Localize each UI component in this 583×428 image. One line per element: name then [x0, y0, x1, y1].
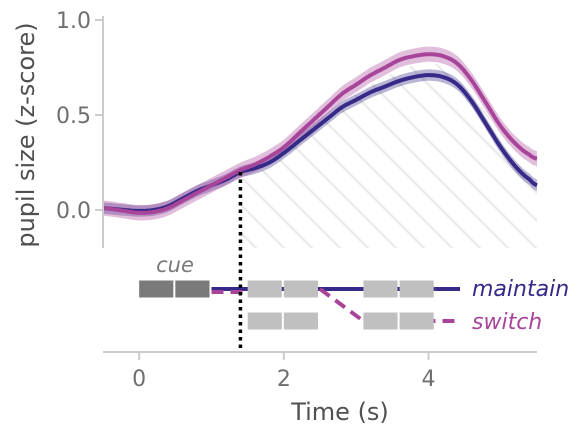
hatch-line — [240, 63, 537, 249]
hatch-line — [240, 63, 369, 249]
y-axis-label: pupil size (z-score) — [12, 22, 40, 247]
y-tick-label: 0.0 — [56, 199, 91, 224]
maintain-box — [283, 280, 318, 298]
switch-box — [283, 312, 318, 330]
legend-label-maintain: maintain — [472, 277, 569, 302]
hatch-line — [240, 63, 481, 249]
hatch-line — [287, 63, 537, 249]
band-switch — [103, 46, 537, 221]
hatch-line — [455, 63, 537, 249]
hatch-line — [240, 63, 341, 249]
maintain-box — [399, 280, 434, 298]
cue-box — [175, 280, 210, 298]
hatch-line — [568, 0, 583, 360]
switch-box — [363, 312, 398, 330]
hatch-line — [240, 63, 453, 249]
band-maintain — [103, 69, 537, 217]
maintain-box — [363, 280, 398, 298]
y-tick-label: 0.5 — [56, 104, 91, 129]
y-tick-label: 1.0 — [56, 9, 91, 34]
cue-label: cue — [156, 253, 194, 277]
maintain-box — [247, 280, 282, 298]
hatch-line — [240, 63, 425, 249]
confidence-bands — [103, 46, 537, 221]
hatched-region — [240, 0, 583, 360]
switch-box — [399, 312, 434, 330]
x-tick-label: 2 — [277, 367, 291, 392]
x-tick-label: 4 — [422, 367, 436, 392]
trial-schematic — [139, 172, 460, 352]
series-lines — [102, 52, 539, 215]
x-tick-label: 0 — [132, 367, 146, 392]
hatch-line — [240, 63, 537, 249]
hatch-line — [343, 63, 537, 249]
hatch-line — [240, 63, 537, 249]
hatch-line — [240, 63, 509, 249]
switch-box — [247, 312, 282, 330]
hatch-line — [540, 0, 583, 360]
axes: 0.0 0.5 1.0 0 2 4 — [56, 9, 537, 392]
cue-box — [139, 280, 174, 298]
series-line-switch — [102, 52, 539, 215]
hatch-line — [259, 63, 537, 249]
hatch-line — [315, 63, 537, 249]
x-axis-label: Time (s) — [290, 398, 389, 426]
hatch-line — [240, 63, 313, 249]
legend-label-switch: switch — [472, 310, 542, 335]
